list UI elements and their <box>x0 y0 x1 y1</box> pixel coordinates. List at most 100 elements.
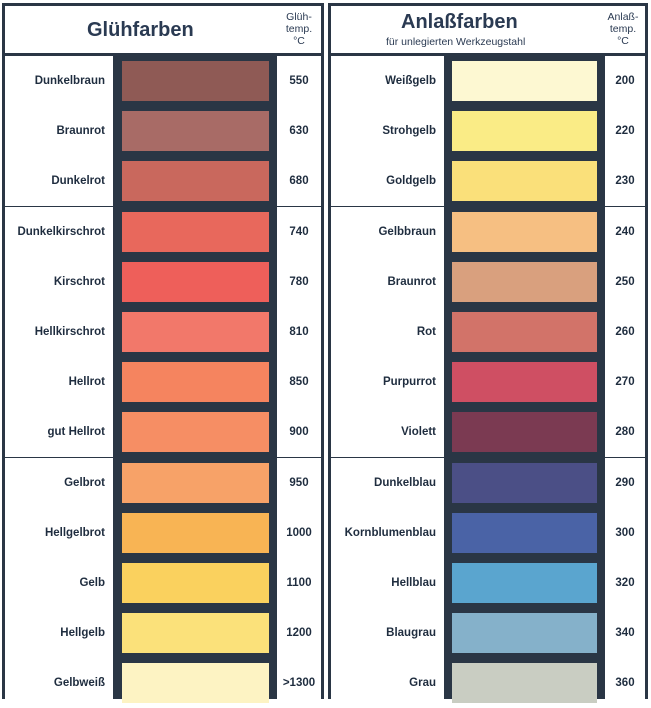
color-row: Hellrot 850 <box>2 357 324 408</box>
color-name: Braunrot <box>5 106 113 157</box>
color-name: Hellrot <box>5 357 113 408</box>
gluehtemp-column-header: Glüh- temp. °C <box>285 11 313 47</box>
color-row: Rot 260 <box>328 307 648 357</box>
temperature-value: 270 <box>605 357 645 408</box>
color-row: Hellkirschrot 810 <box>2 307 324 357</box>
temperature-value: 1200 <box>277 608 321 659</box>
color-swatch <box>122 462 269 503</box>
color-row: Dunkelblau 290 <box>328 457 648 508</box>
anlassfarben-subtitle: für unlegierten Werkzeugstahl <box>386 36 526 48</box>
temperature-value: 300 <box>605 507 645 558</box>
anlasstemp-column-header: Anlaß- temp. °C <box>607 11 639 47</box>
color-row: Gelbrot 950 <box>2 457 324 508</box>
anlassfarben-panel: Anlaßfarben für unlegierten Werkzeugstah… <box>328 3 648 708</box>
color-row: Braunrot 250 <box>328 256 648 307</box>
color-row: Gelbweiß >1300 <box>2 658 324 708</box>
color-swatch <box>122 61 269 101</box>
color-name: Hellgelb <box>5 608 113 659</box>
color-row: Goldgelb 230 <box>328 156 648 207</box>
color-row: Gelbbraun 240 <box>328 206 648 257</box>
temperature-value: 630 <box>277 106 321 157</box>
temperature-value: 1000 <box>277 507 321 558</box>
color-swatch <box>122 362 269 403</box>
color-swatch <box>122 111 269 152</box>
color-name: Gelbbraun <box>331 206 444 257</box>
color-row: Braunrot 630 <box>2 106 324 157</box>
color-name: Goldgelb <box>331 156 444 207</box>
color-row: Dunkelbraun 550 <box>2 56 324 106</box>
anlassfarben-header: Anlaßfarben für unlegierten Werkzeugstah… <box>331 6 645 53</box>
color-swatch <box>122 261 269 302</box>
color-name: Gelbrot <box>5 457 113 508</box>
color-name: Kornblumenblau <box>331 507 444 558</box>
color-name: Hellgelbrot <box>5 507 113 558</box>
color-name: Weißgelb <box>331 56 444 106</box>
color-row: Dunkelrot 680 <box>2 156 324 207</box>
color-row: Weißgelb 200 <box>328 56 648 106</box>
temperature-value: 280 <box>605 407 645 458</box>
color-row: Kirschrot 780 <box>2 256 324 307</box>
anlassfarben-title: Anlaßfarben <box>401 11 518 33</box>
color-swatch <box>122 161 269 202</box>
temperature-value: 320 <box>605 558 645 608</box>
color-swatch <box>122 663 269 704</box>
color-row: gut Hellrot 900 <box>2 407 324 458</box>
color-swatch <box>122 512 269 553</box>
color-row: Grau 360 <box>328 658 648 708</box>
color-name: Strohgelb <box>331 106 444 157</box>
color-name: Grau <box>331 658 444 708</box>
color-swatch <box>452 462 597 503</box>
color-swatch <box>452 412 597 453</box>
color-name: Hellkirschrot <box>5 307 113 357</box>
temperature-value: 780 <box>277 256 321 307</box>
temperature-value: 200 <box>605 56 645 106</box>
color-row: Kornblumenblau 300 <box>328 507 648 558</box>
color-row: Violett 280 <box>328 407 648 458</box>
color-name: gut Hellrot <box>5 407 113 458</box>
color-swatch <box>452 312 597 352</box>
color-swatch <box>452 613 597 654</box>
color-row: Hellgelbrot 1000 <box>2 507 324 558</box>
color-swatch <box>452 362 597 403</box>
temperature-value: 950 <box>277 457 321 508</box>
color-name: Gelbweiß <box>5 658 113 708</box>
temperature-value: 360 <box>605 658 645 708</box>
temperature-value: 810 <box>277 307 321 357</box>
temperature-value: 740 <box>277 206 321 257</box>
color-name: Blaugrau <box>331 608 444 659</box>
color-name: Hellblau <box>331 558 444 608</box>
color-name: Violett <box>331 407 444 458</box>
color-name: Rot <box>331 307 444 357</box>
color-row: Blaugrau 340 <box>328 608 648 659</box>
color-swatch <box>122 412 269 453</box>
color-swatch <box>122 613 269 654</box>
color-row: Strohgelb 220 <box>328 106 648 157</box>
color-swatch <box>452 211 597 252</box>
gluehfarben-title: Glühfarben <box>87 19 194 41</box>
color-swatch <box>122 563 269 603</box>
temperature-value: 240 <box>605 206 645 257</box>
gluehfarben-panel: Glühfarben Glüh- temp. °C Dunkelbraun 550… <box>2 3 324 708</box>
color-swatch <box>452 512 597 553</box>
gluehfarben-header: Glühfarben Glüh- temp. °C <box>5 6 321 53</box>
color-row: Gelb 1100 <box>2 558 324 608</box>
color-name: Kirschrot <box>5 256 113 307</box>
color-name: Dunkelbraun <box>5 56 113 106</box>
temperature-value: 220 <box>605 106 645 157</box>
color-swatch <box>122 211 269 252</box>
color-swatch <box>452 663 597 704</box>
temperature-value: 900 <box>277 407 321 458</box>
color-name: Gelb <box>5 558 113 608</box>
temperature-value: 340 <box>605 608 645 659</box>
temperature-value: 680 <box>277 156 321 207</box>
temperature-value: 290 <box>605 457 645 508</box>
color-name: Dunkelblau <box>331 457 444 508</box>
temperature-value: 550 <box>277 56 321 106</box>
color-row: Hellblau 320 <box>328 558 648 608</box>
temperature-value: >1300 <box>277 658 321 708</box>
temperature-value: 260 <box>605 307 645 357</box>
color-name: Dunkelkirschrot <box>5 206 113 257</box>
color-swatch <box>452 161 597 202</box>
color-row: Purpurrot 270 <box>328 357 648 408</box>
color-swatch <box>452 61 597 101</box>
